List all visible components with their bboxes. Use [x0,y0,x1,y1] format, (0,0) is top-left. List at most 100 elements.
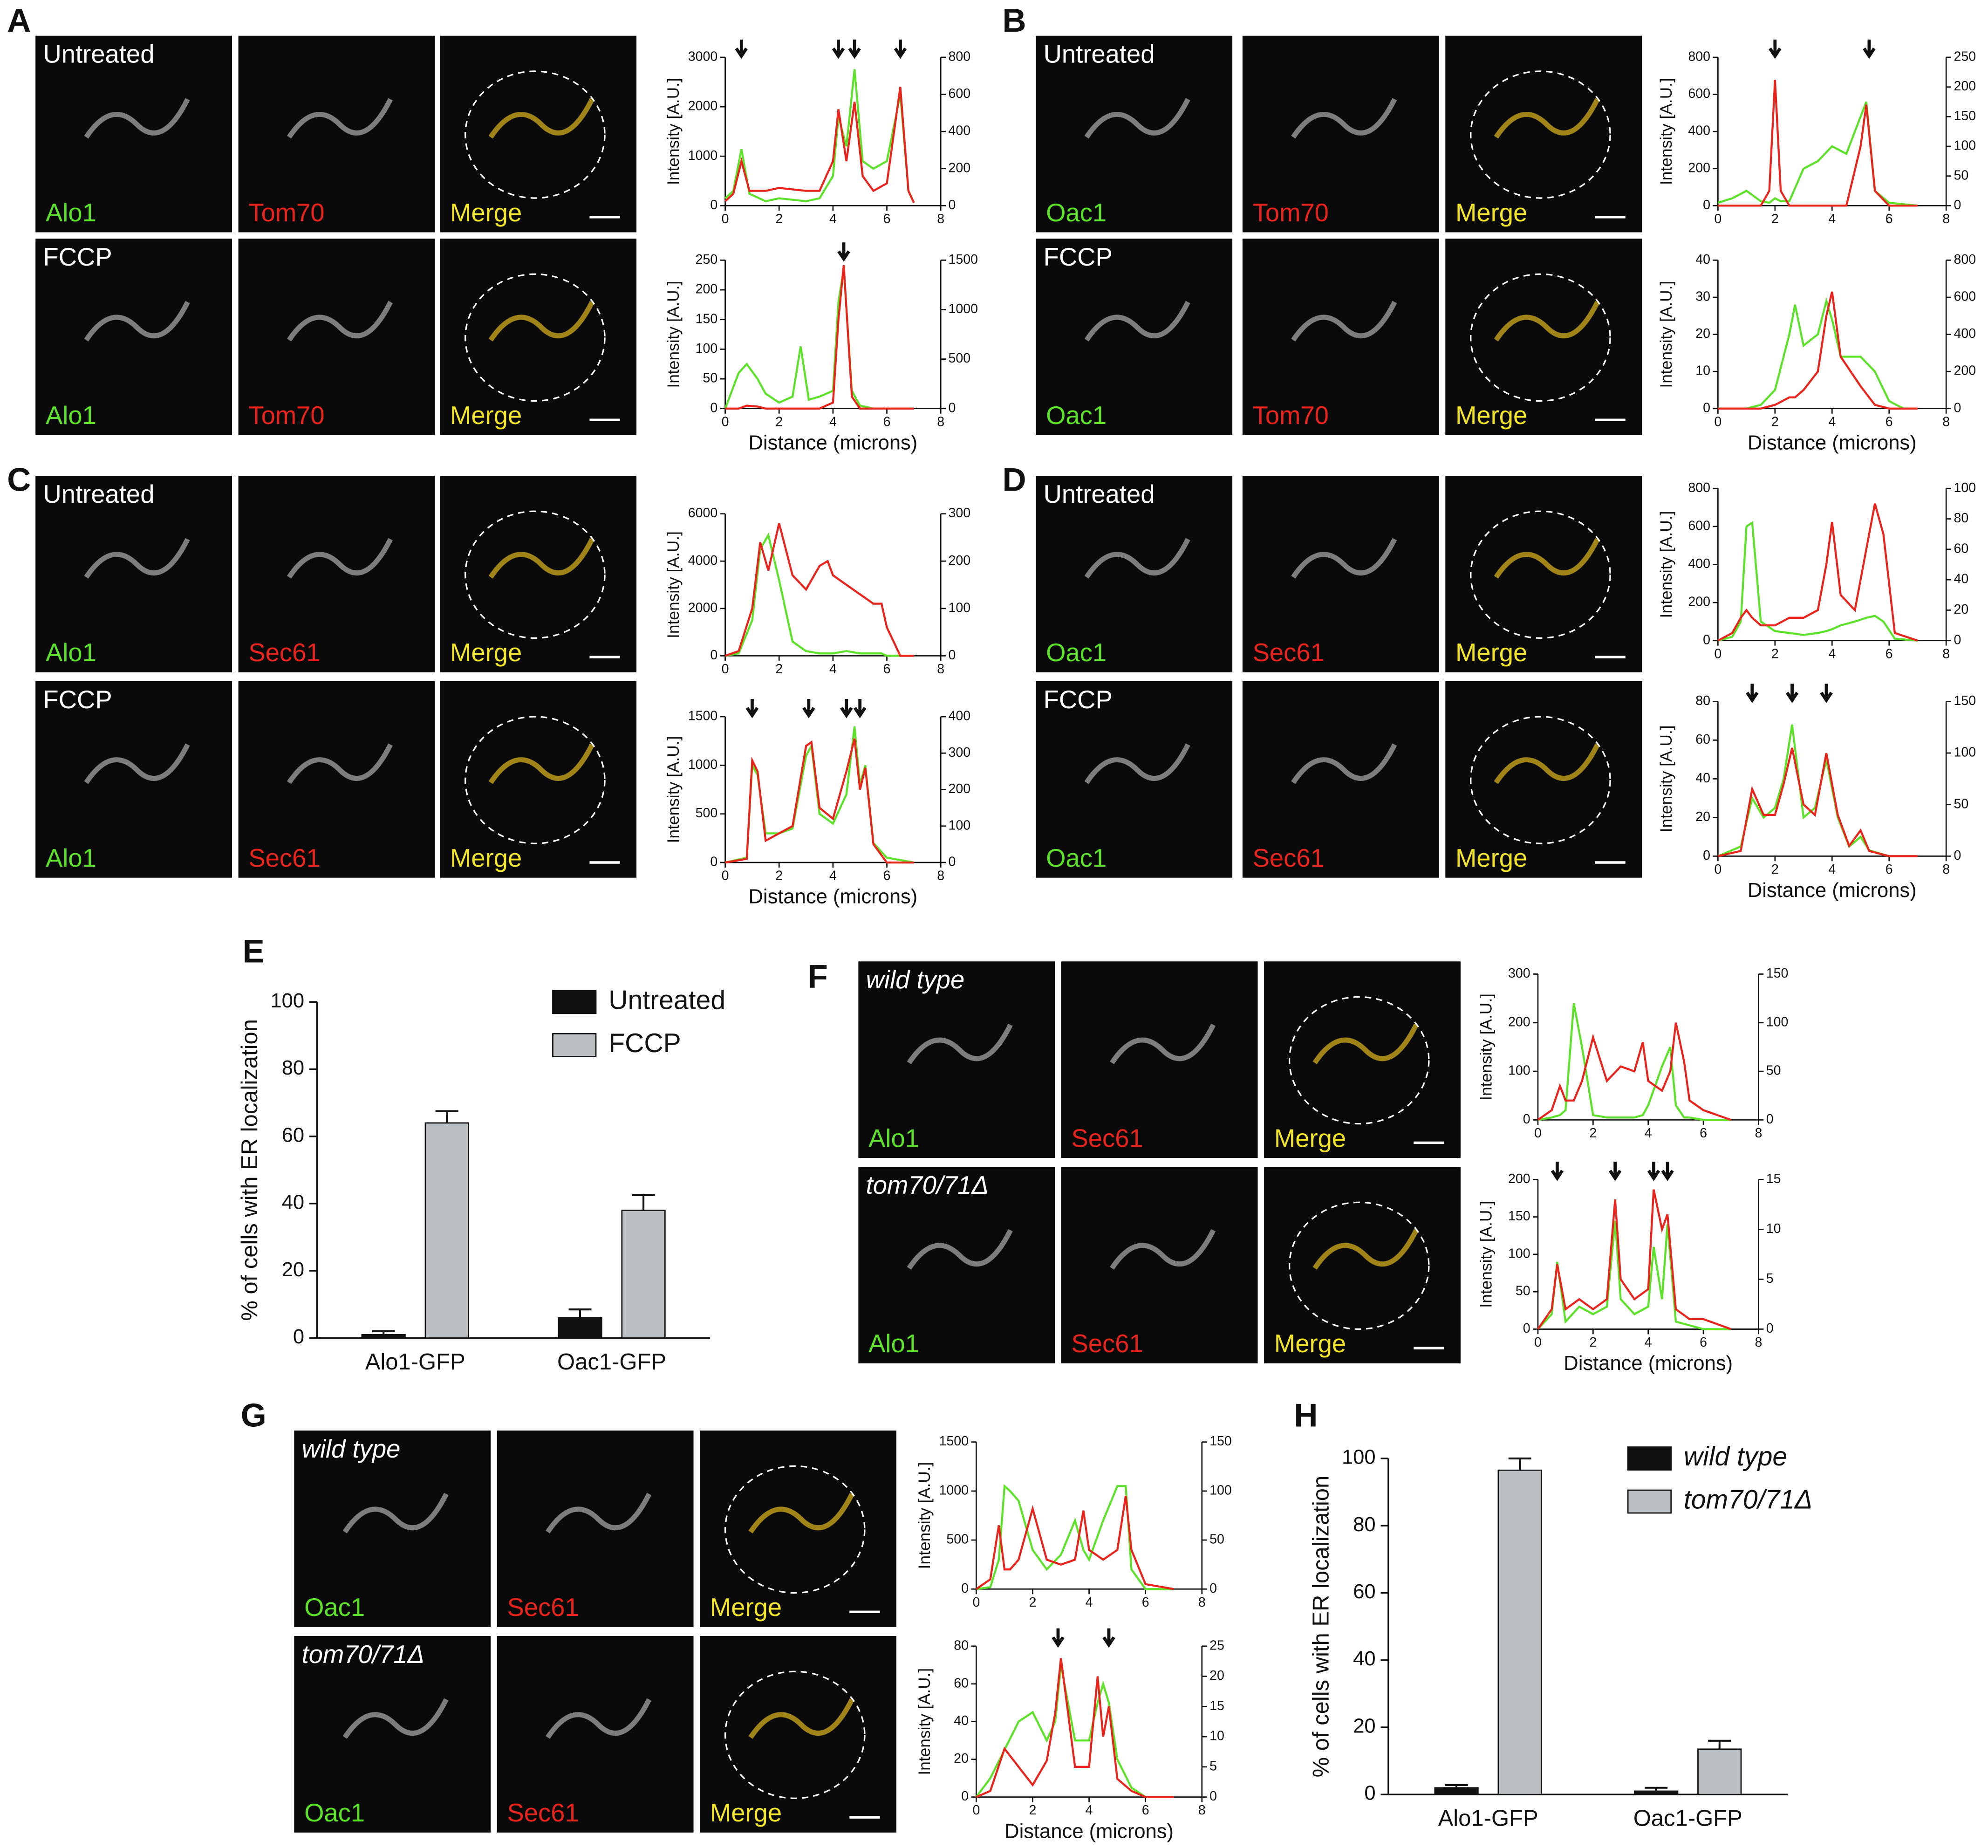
micrograph [1061,1167,1258,1363]
cell-signal [1494,301,1600,342]
cell-outline [1470,716,1611,844]
x-tick-label: 8 [1942,862,1950,877]
y-tick-label: 80 [1695,693,1710,708]
x-axis-label: Distance (microns) [1748,431,1917,454]
x-tick-label: 2 [1771,212,1779,226]
panel-letter: D [1002,461,1026,498]
profile-line [1717,724,1918,857]
y-tick-label: 1000 [939,1483,969,1498]
y-tick-label: 0 [1364,1782,1375,1805]
panel-letter: E [243,933,265,970]
cell-outline [724,1465,866,1594]
y-axis-label: % of cells with ER localization [1308,1476,1333,1778]
error-bar [372,1330,395,1335]
y-tick-label: 40 [1695,771,1710,786]
cell-signal [1291,98,1397,139]
y2-tick-label: 0 [949,855,956,869]
cell-signal [1291,538,1397,579]
x-tick-label: 6 [1886,646,1893,661]
cell-signal [1312,1023,1419,1065]
x-tick-label: 2 [1029,1595,1037,1610]
y2-tick-label: 0 [1954,400,1961,415]
profile-line [1537,1022,1732,1121]
x-tick-label: 6 [1700,1335,1707,1350]
y-tick-label: 20 [1353,1715,1375,1737]
y2-tick-label: 200 [1954,363,1976,378]
legend-swatch [1627,1489,1672,1514]
y2-tick-label: 5 [1766,1271,1774,1286]
y2-tick-label: 20 [1209,1668,1224,1683]
panel-letter: H [1294,1397,1318,1434]
profile-line [724,87,915,204]
y2-tick-label: 0 [1766,1321,1774,1336]
y-tick-label: 80 [282,1057,304,1079]
condition-label: tom70/71Δ [302,1640,424,1669]
y-tick-label: 50 [703,371,717,386]
y2-tick-label: 400 [949,123,971,138]
y2-tick-label: 600 [1954,289,1976,304]
y-tick-label: 0 [961,1789,969,1804]
arrow-marker [848,39,861,59]
cell-outline [1470,273,1611,402]
y-axis-label: Intensity [A.U.] [1657,78,1675,185]
y-tick-label: 100 [1508,1246,1530,1261]
micrograph [1036,239,1233,435]
legend-swatch [552,990,597,1014]
x-tick-label: 8 [1942,646,1950,661]
cell-signal [287,743,393,784]
cell-outline [465,510,606,639]
y-tick-label: 0 [1703,848,1710,863]
channel-label: Sec61 [1071,1124,1143,1152]
y2-tick-label: 0 [949,198,956,212]
x-tick-label: 0 [722,414,729,429]
y2-tick-label: 800 [949,49,971,64]
condition-label: wild type [866,965,965,994]
micrograph [35,35,232,233]
y-tick-label: 50 [1516,1284,1530,1299]
x-tick-label: 2 [1589,1335,1597,1350]
cell-signal [546,1492,652,1533]
y2-tick-label: 400 [1954,326,1976,341]
y-tick-label: 0 [1703,198,1710,212]
y-tick-label: 20 [282,1259,304,1281]
x-tick-label: 6 [883,212,891,226]
profile-line [724,69,915,204]
y-tick-label: 200 [696,282,718,297]
channel-label: Oac1 [1046,198,1107,227]
arrow-marker [1052,1628,1065,1648]
x-tick-label: 4 [1828,212,1836,226]
y2-tick-label: 100 [1766,1014,1789,1029]
y-tick-label: 0 [1523,1321,1530,1336]
y2-tick-label: 100 [1954,745,1976,760]
profile-line [1718,297,1918,410]
cell-signal [1494,98,1600,139]
y-tick-label: 6000 [688,506,718,520]
x-tick-label: 2 [775,868,783,883]
micrograph [1445,476,1642,672]
error-bar [435,1110,458,1123]
error-bar [632,1194,655,1211]
bar [558,1317,602,1339]
y2-tick-label: 1000 [949,301,978,316]
x-tick-label: 8 [937,212,944,226]
y-axis-label: Intensity [A.U.] [664,736,683,843]
profile-line [724,523,914,657]
x-tick-label: 0 [1534,1126,1542,1141]
y-axis-label: Intensity [A.U.] [664,78,683,185]
y-tick-label: 60 [1353,1581,1375,1603]
x-tick-label: 4 [1645,1126,1652,1141]
y-tick-label: 200 [1508,1171,1530,1186]
arrow-marker [840,698,853,719]
legend-swatch [552,1033,597,1057]
micrograph [1445,35,1642,233]
arrow-marker [1785,684,1799,703]
y2-tick-label: 200 [949,553,971,568]
arrow-marker [1661,1162,1674,1181]
channel-label: Alo1 [46,401,96,430]
x-tick-label: 8 [1198,1803,1206,1818]
error-bar [1645,1786,1668,1791]
x-tick-label: 4 [1828,414,1836,429]
y2-tick-label: 50 [1209,1532,1224,1547]
cell-outline [465,70,606,199]
